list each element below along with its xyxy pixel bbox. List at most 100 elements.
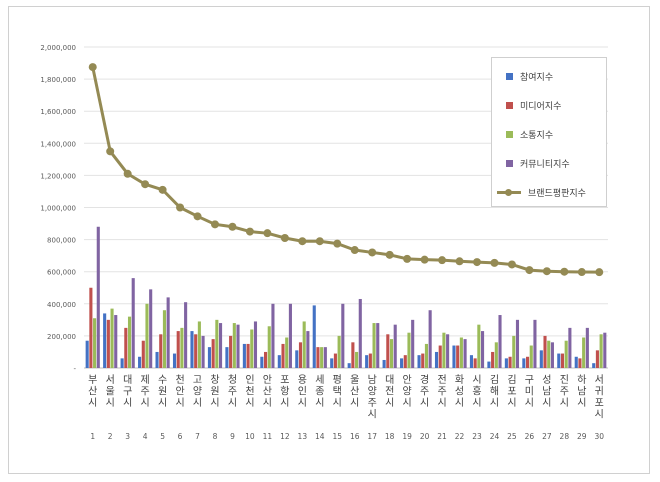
bar-3 [145, 303, 149, 368]
legend-item-community: 커뮤니티지수 [492, 155, 570, 171]
brand-index-point [106, 147, 115, 156]
bar-2 [526, 356, 530, 368]
brand-index-point [385, 250, 394, 259]
x-rank-label: 12 [280, 432, 290, 441]
legend-swatch-media [506, 101, 513, 109]
brand-index-point [350, 246, 359, 255]
bar-3 [180, 327, 184, 368]
bar-1 [103, 313, 107, 368]
x-rank-label: 28 [560, 432, 570, 441]
bar-1 [260, 356, 264, 368]
brand-index-point [245, 227, 254, 236]
bar-3 [197, 321, 201, 368]
bar-2 [543, 335, 547, 368]
bar-4 [253, 321, 258, 368]
bar-2 [89, 287, 93, 368]
bar-2 [508, 356, 512, 368]
bar-2 [421, 353, 425, 368]
bar-3 [599, 334, 603, 368]
bar-1 [592, 363, 596, 368]
bar-3 [389, 339, 394, 368]
legend-label-brand-index: 브랜드평판지수 [528, 188, 586, 199]
x-rank-label: 29 [577, 432, 587, 441]
x-rank-label: 3 [125, 432, 130, 441]
bar-3 [302, 321, 306, 368]
bar-4 [131, 278, 135, 368]
brand-index-point [525, 266, 534, 275]
x-rank-label: 8 [213, 432, 218, 441]
bar-2 [578, 358, 582, 368]
bar-3 [424, 343, 428, 368]
bar-4 [550, 342, 554, 368]
bar-4 [323, 347, 327, 368]
bar-4 [481, 331, 485, 368]
bar-1 [190, 331, 194, 368]
bar-3 [267, 326, 271, 368]
brand-index-point [490, 258, 499, 267]
bar-2 [211, 339, 215, 368]
brand-index-point [368, 248, 377, 257]
bar-2 [403, 355, 407, 368]
bar-3 [162, 310, 166, 368]
x-rank-label: 25 [507, 432, 517, 441]
bar-1 [225, 347, 229, 368]
bar-2 [298, 342, 303, 368]
bar-4 [446, 334, 450, 368]
bar-1 [295, 350, 299, 368]
bar-2 [351, 342, 355, 368]
brand-index-point [123, 169, 132, 178]
brand-index-point [176, 203, 185, 212]
bar-3 [407, 332, 411, 368]
legend-line-brand-index [497, 188, 521, 196]
legend-item-communication: 소통지수 [492, 126, 553, 142]
brand-index-point [158, 185, 167, 194]
bar-1 [172, 353, 177, 368]
brand-index-point [403, 254, 412, 263]
legend-swatch-communication [506, 130, 513, 138]
brand-index-point [298, 237, 307, 246]
bar-3 [477, 324, 481, 368]
x-rank-label: 7 [195, 432, 200, 441]
bar-4 [219, 323, 223, 368]
bar-2 [316, 347, 320, 368]
bar-1 [400, 358, 404, 368]
bar-4 [288, 303, 292, 368]
legend-swatch-community [506, 159, 513, 167]
bar-3 [547, 340, 551, 368]
x-rank-label: 20 [420, 432, 430, 441]
bar-3 [93, 318, 97, 368]
brand-index-point [560, 267, 569, 276]
bar-2 [438, 345, 442, 368]
bar-1 [417, 355, 421, 368]
bar-4 [236, 324, 240, 368]
legend-item-brand-index: 브랜드평판지수 [492, 184, 586, 200]
bar-1 [138, 356, 142, 368]
bar-1 [155, 351, 159, 368]
bar-4 [201, 335, 205, 368]
bar-2 [264, 351, 268, 368]
bar-2 [194, 334, 198, 368]
bar-3 [494, 342, 498, 368]
x-rank-label: 14 [315, 432, 325, 441]
bar-2 [229, 335, 233, 368]
bar-4 [515, 319, 520, 368]
x-rank-label: 26 [525, 432, 535, 441]
bar-2 [159, 334, 163, 368]
bar-4 [585, 327, 589, 368]
legend-marker-brand-index [505, 188, 512, 196]
y-tick-label: 1,800,000 [40, 76, 76, 84]
bar-3 [250, 329, 254, 368]
y-tick-label: 1,600,000 [40, 108, 76, 116]
